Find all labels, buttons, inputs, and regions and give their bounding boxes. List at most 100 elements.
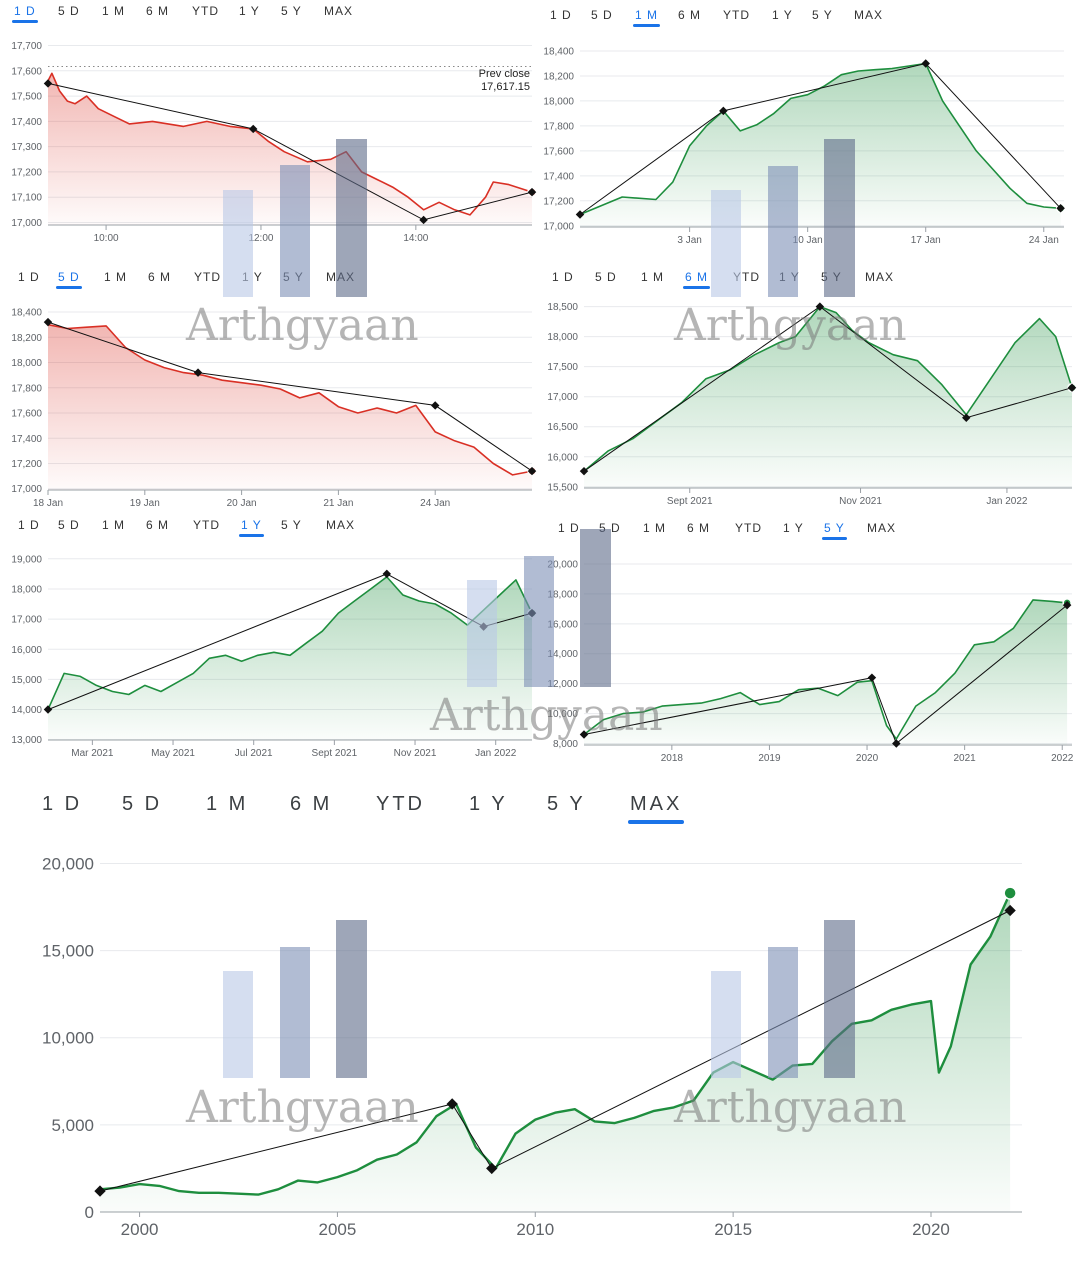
y-tick-label: 20,000 <box>42 854 94 873</box>
prev-close-title: Prev close <box>478 68 530 80</box>
tab-1d[interactable]: 1 D <box>18 270 40 284</box>
x-tick-label: 17 Jan <box>911 235 941 246</box>
tab-1d[interactable]: 1 D <box>550 8 572 22</box>
trend-marker <box>719 106 728 116</box>
tab-6m[interactable]: 6 M <box>290 793 333 815</box>
tab-1d[interactable]: 1 D <box>12 4 38 23</box>
tab-5d[interactable]: 5 D <box>56 270 82 289</box>
y-tick-label: 10,000 <box>42 1029 94 1048</box>
tab-1y[interactable]: 1 Y <box>239 518 264 537</box>
tab-5d[interactable]: 5 D <box>58 4 80 18</box>
tab-5y[interactable]: 5 Y <box>822 521 847 540</box>
series-area <box>48 73 532 225</box>
chart-svg: 17,000 17,200 17,400 17,600 17,800 18,000 18,2… <box>11 308 537 509</box>
tab-5y[interactable]: 5 Y <box>281 4 302 18</box>
trend-line <box>583 305 1073 472</box>
series-area <box>48 324 532 490</box>
tab-ytd[interactable]: YTD <box>723 8 750 22</box>
tab-5d[interactable]: 5 D <box>122 793 163 815</box>
chart-panel-1m: 1 D 5 D 1 M 6 M YTD 1 Y 5 Y MAX 17,000 17,200 17,4… <box>540 0 1086 262</box>
tab-5d[interactable]: 5 D <box>58 518 80 532</box>
x-tick-label: Nov 2021 <box>839 496 882 507</box>
tab-ytd[interactable]: YTD <box>193 518 220 532</box>
chart-panel-1d: 1 D 5 D 1 M 6 M YTD 1 Y 5 Y MAX 17,000 17,100 17,2… <box>0 0 540 258</box>
tab-1m[interactable]: 1 M <box>102 4 126 18</box>
trend-marker <box>962 413 971 422</box>
x-tick-label: Sept 2021 <box>312 748 358 759</box>
y-tick-label: 15,000 <box>11 675 42 686</box>
tab-max[interactable]: MAX <box>627 793 685 824</box>
trend-line <box>579 62 1061 215</box>
prev-close-value: 17,617.15 <box>481 81 530 93</box>
trend-marker <box>419 215 428 225</box>
tab-5y[interactable]: 5 Y <box>281 518 302 532</box>
chart-svg: 0 5,000 10,000 15,000 20,000 2000 2005 2010 2015… <box>42 854 1022 1239</box>
tab-ytd[interactable]: YTD <box>192 4 219 18</box>
y-tick-label: 17,600 <box>11 66 42 77</box>
tab-ytd[interactable]: YTD <box>376 793 425 815</box>
tab-1m[interactable]: 1 M <box>632 8 661 27</box>
tab-6m[interactable]: 6 M <box>148 270 172 284</box>
range-tabs: 1 D 5 D 1 M 6 M YTD 1 Y 5 Y MAX <box>540 0 1086 27</box>
y-tick-label: 17,000 <box>11 484 42 495</box>
tab-1y[interactable]: 1 Y <box>783 521 804 535</box>
tab-1d[interactable]: 1 D <box>18 518 40 532</box>
tab-1m[interactable]: 1 M <box>641 270 665 284</box>
tab-ytd[interactable]: YTD <box>735 521 762 535</box>
range-tabs: 1 D 5 D 1 M 6 M YTD 1 Y 5 Y MAX <box>0 0 540 26</box>
tab-6m[interactable]: 6 M <box>678 8 702 22</box>
tab-6m[interactable]: 6 M <box>687 521 711 535</box>
y-tick-label: 17,200 <box>11 167 42 178</box>
tab-5d[interactable]: 5 D <box>591 8 613 22</box>
y-tick-label: 10,000 <box>547 709 578 720</box>
y-tick-label: 18,500 <box>547 302 578 313</box>
prev-close-label: Prev close 17,617.15 <box>470 68 530 94</box>
tab-max[interactable]: MAX <box>326 518 356 532</box>
tab-1m[interactable]: 1 M <box>206 793 249 815</box>
tab-1d[interactable]: 1 D <box>42 793 83 815</box>
trend-line <box>47 573 533 711</box>
x-tick-label: 2000 <box>121 1220 159 1239</box>
tab-6m[interactable]: 6 M <box>146 518 170 532</box>
tab-max[interactable]: MAX <box>867 521 897 535</box>
tab-1m[interactable]: 1 M <box>102 518 126 532</box>
y-tick-label: 18,200 <box>543 71 574 82</box>
tab-5y[interactable]: 5 Y <box>812 8 833 22</box>
trend-marker <box>815 302 825 311</box>
tab-max[interactable]: MAX <box>324 4 354 18</box>
y-tick-label: 17,600 <box>543 146 574 157</box>
y-tick-label: 17,600 <box>11 409 42 420</box>
x-tick-label: Jan 2022 <box>986 496 1028 507</box>
y-tick-label: 17,200 <box>543 196 574 207</box>
x-tick-label: 2019 <box>758 753 781 764</box>
x-tick-label: Sept 2021 <box>667 496 713 507</box>
y-tick-label: 17,500 <box>11 92 42 103</box>
x-tick-label: 24 Jan <box>1029 235 1059 246</box>
x-tick-label: 2010 <box>516 1220 554 1239</box>
tab-max[interactable]: MAX <box>865 270 895 284</box>
x-tick-label: May 2021 <box>151 748 195 759</box>
tab-6m[interactable]: 6 M <box>146 4 170 18</box>
x-tick-label: 2022 <box>1051 753 1074 764</box>
y-tick-label: 15,500 <box>547 482 578 493</box>
tab-5y[interactable]: 5 Y <box>547 793 586 815</box>
tab-5d[interactable]: 5 D <box>595 270 617 284</box>
tab-1y[interactable]: 1 Y <box>772 8 793 22</box>
x-tick-label: 3 Jan <box>677 235 701 246</box>
tab-1y[interactable]: 1 Y <box>469 793 508 815</box>
y-tick-label: 17,800 <box>11 383 42 394</box>
tab-1m[interactable]: 1 M <box>643 521 667 535</box>
tab-1y[interactable]: 1 Y <box>239 4 260 18</box>
tab-max[interactable]: MAX <box>854 8 884 22</box>
y-tick-label: 17,800 <box>543 121 574 132</box>
tab-1m[interactable]: 1 M <box>104 270 128 284</box>
trend-marker <box>430 401 440 410</box>
y-tick-label: 17,700 <box>11 41 42 52</box>
tab-ytd[interactable]: YTD <box>194 270 221 284</box>
trend-marker <box>43 79 53 88</box>
tab-1d[interactable]: 1 D <box>558 521 580 535</box>
tab-6m[interactable]: 6 M <box>682 270 711 289</box>
y-tick-label: 17,300 <box>11 142 42 153</box>
tab-1d[interactable]: 1 D <box>552 270 574 284</box>
